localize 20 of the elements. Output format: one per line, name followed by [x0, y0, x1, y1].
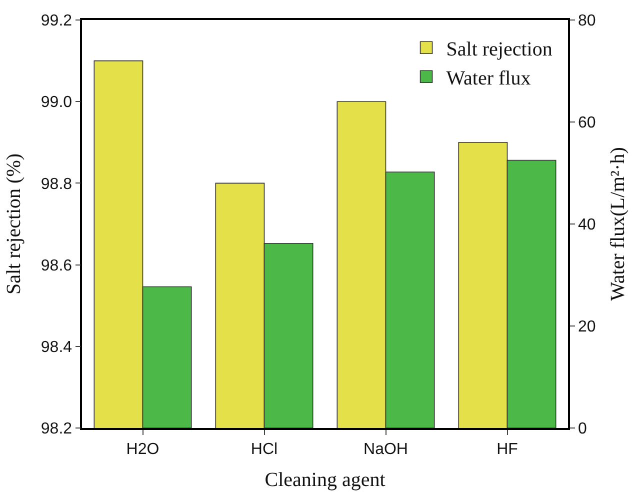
y2-tick-label: 40: [578, 216, 596, 234]
y2-axis-title: Water flux(L/m²·h): [606, 147, 629, 301]
y-axis-title: Salt rejection (%): [2, 153, 25, 295]
y2-tick-label: 80: [578, 12, 596, 30]
y2-tick-label: 60: [578, 114, 596, 132]
y2-tick-label: 20: [578, 318, 596, 336]
x-tick-label: H2O: [126, 440, 160, 458]
x-tick-label: HCl: [250, 440, 278, 458]
y2-tick-label: 0: [578, 420, 587, 438]
legend-label: Water flux: [446, 67, 531, 90]
y-tick-label: 99.0: [40, 94, 72, 112]
x-tick-label: HF: [496, 440, 518, 458]
y-tick-label: 98.8: [40, 176, 72, 193]
y-tick-label: 98.6: [40, 257, 72, 274]
legend-label: Salt rejection: [446, 38, 552, 60]
y-tick-label: 98.2: [40, 420, 72, 438]
x-axis-title: Cleaning agent: [264, 468, 386, 491]
y-tick-label: 99.2: [40, 12, 72, 30]
x-tick-label: NaOH: [364, 440, 408, 458]
y-tick-label: 98.4: [40, 339, 72, 356]
